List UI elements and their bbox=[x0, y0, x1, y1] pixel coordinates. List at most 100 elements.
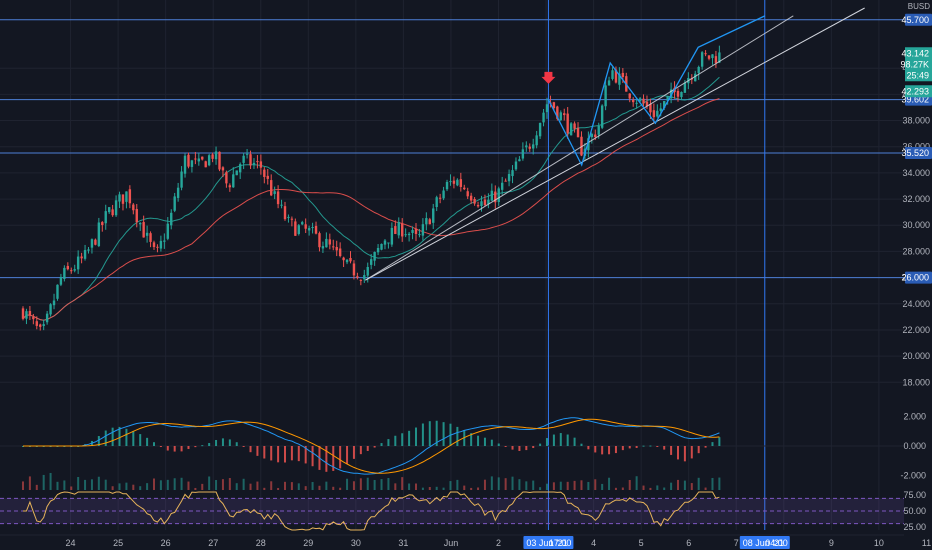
candle-body[interactable] bbox=[566, 113, 569, 134]
candle-body[interactable] bbox=[266, 175, 269, 179]
candle-body[interactable] bbox=[201, 156, 204, 160]
candle-body[interactable] bbox=[121, 194, 125, 204]
candle-body[interactable] bbox=[194, 158, 197, 160]
candle-body[interactable] bbox=[280, 204, 283, 206]
candle-body[interactable] bbox=[287, 216, 290, 218]
candle-body[interactable] bbox=[301, 222, 304, 225]
candle-body[interactable] bbox=[528, 146, 531, 149]
candle-body[interactable] bbox=[80, 256, 83, 259]
candle-body[interactable] bbox=[573, 123, 576, 129]
candle-body[interactable] bbox=[600, 105, 604, 128]
candle-body[interactable] bbox=[338, 248, 342, 257]
candle-body[interactable] bbox=[700, 52, 704, 67]
candle-body[interactable] bbox=[718, 52, 721, 63]
candle-body[interactable] bbox=[559, 112, 562, 121]
candle-body[interactable] bbox=[390, 227, 394, 245]
candle-body[interactable] bbox=[711, 54, 714, 59]
candle-body[interactable] bbox=[83, 250, 87, 259]
candle-body[interactable] bbox=[435, 197, 438, 208]
candle-body[interactable] bbox=[114, 200, 118, 216]
candle-body[interactable] bbox=[59, 276, 63, 285]
horizontal-levels[interactable] bbox=[0, 19, 904, 279]
candle-body[interactable] bbox=[49, 304, 52, 315]
candle-body[interactable] bbox=[145, 232, 149, 236]
candle-body[interactable] bbox=[635, 102, 638, 104]
candle-body[interactable] bbox=[204, 161, 207, 168]
candle-body[interactable] bbox=[45, 313, 49, 323]
candle-body[interactable] bbox=[380, 243, 383, 250]
candle-body[interactable] bbox=[576, 127, 580, 138]
candle-body[interactable] bbox=[631, 99, 635, 103]
candle-body[interactable] bbox=[397, 222, 400, 236]
candle-body[interactable] bbox=[139, 222, 142, 225]
candle-body[interactable] bbox=[669, 89, 673, 99]
candle-body[interactable] bbox=[104, 211, 107, 224]
candle-body[interactable] bbox=[325, 238, 328, 248]
candle-body[interactable] bbox=[297, 225, 300, 234]
candle-body[interactable] bbox=[521, 149, 525, 159]
candle-body[interactable] bbox=[335, 246, 338, 251]
candle-body[interactable] bbox=[101, 222, 104, 226]
candle-body[interactable] bbox=[73, 269, 76, 271]
candle-body[interactable] bbox=[642, 98, 645, 104]
candle-body[interactable] bbox=[504, 180, 507, 182]
pattern-path[interactable] bbox=[547, 15, 766, 167]
candle-body[interactable] bbox=[649, 104, 652, 113]
candle-body[interactable] bbox=[656, 110, 659, 117]
candle-body[interactable] bbox=[356, 276, 359, 278]
candle-body[interactable] bbox=[463, 187, 466, 190]
candle-body[interactable] bbox=[170, 212, 173, 226]
candle-body[interactable] bbox=[135, 209, 138, 223]
candle-body[interactable] bbox=[514, 161, 518, 170]
candle-body[interactable] bbox=[507, 173, 511, 182]
candle-body[interactable] bbox=[680, 91, 683, 98]
candle-body[interactable] bbox=[259, 161, 263, 168]
candle-body[interactable] bbox=[352, 263, 356, 276]
candle-body[interactable] bbox=[180, 171, 183, 188]
candle-body[interactable] bbox=[183, 155, 187, 174]
candle-body[interactable] bbox=[235, 170, 238, 176]
candle-body[interactable] bbox=[494, 191, 497, 203]
candle-body[interactable] bbox=[294, 221, 297, 236]
candle-body[interactable] bbox=[483, 199, 487, 206]
candle-body[interactable] bbox=[149, 233, 152, 242]
candle-body[interactable] bbox=[556, 106, 559, 119]
candle-body[interactable] bbox=[469, 195, 473, 201]
harmonic-pattern[interactable] bbox=[547, 15, 766, 167]
candle-body[interactable] bbox=[604, 85, 607, 107]
candle-body[interactable] bbox=[132, 204, 135, 211]
candle-body[interactable] bbox=[42, 324, 45, 326]
candle-body[interactable] bbox=[166, 223, 169, 239]
trend-lines[interactable] bbox=[365, 7, 865, 281]
candle-body[interactable] bbox=[197, 158, 201, 162]
macd-pane[interactable] bbox=[0, 417, 904, 475]
candle-body[interactable] bbox=[256, 161, 259, 163]
candle-body[interactable] bbox=[118, 194, 121, 202]
candle-body[interactable] bbox=[704, 53, 707, 55]
candle-body[interactable] bbox=[445, 181, 449, 190]
candle-body[interactable] bbox=[187, 154, 190, 167]
candle-body[interactable] bbox=[142, 222, 145, 238]
candle-body[interactable] bbox=[432, 208, 435, 223]
candle-body[interactable] bbox=[714, 56, 718, 63]
candle-body[interactable] bbox=[52, 300, 56, 306]
candle-body[interactable] bbox=[270, 180, 273, 196]
candle-body[interactable] bbox=[707, 55, 711, 59]
candle-body[interactable] bbox=[211, 154, 214, 159]
candle-body[interactable] bbox=[159, 240, 163, 249]
candle-body[interactable] bbox=[414, 228, 418, 234]
candle-body[interactable] bbox=[376, 247, 380, 253]
candle-body[interactable] bbox=[511, 170, 514, 177]
candle-body[interactable] bbox=[697, 66, 700, 73]
candle-body[interactable] bbox=[228, 185, 232, 188]
candle-body[interactable] bbox=[242, 155, 245, 163]
arrow-down-icon[interactable] bbox=[541, 71, 556, 84]
candle-body[interactable] bbox=[535, 135, 538, 146]
candle-body[interactable] bbox=[273, 191, 276, 194]
candle-body[interactable] bbox=[652, 110, 656, 118]
rsi-pane[interactable] bbox=[0, 491, 904, 531]
candle-body[interactable] bbox=[428, 219, 431, 225]
candle-body[interactable] bbox=[245, 153, 249, 155]
candle-body[interactable] bbox=[283, 206, 287, 220]
candle-body[interactable] bbox=[163, 240, 166, 242]
